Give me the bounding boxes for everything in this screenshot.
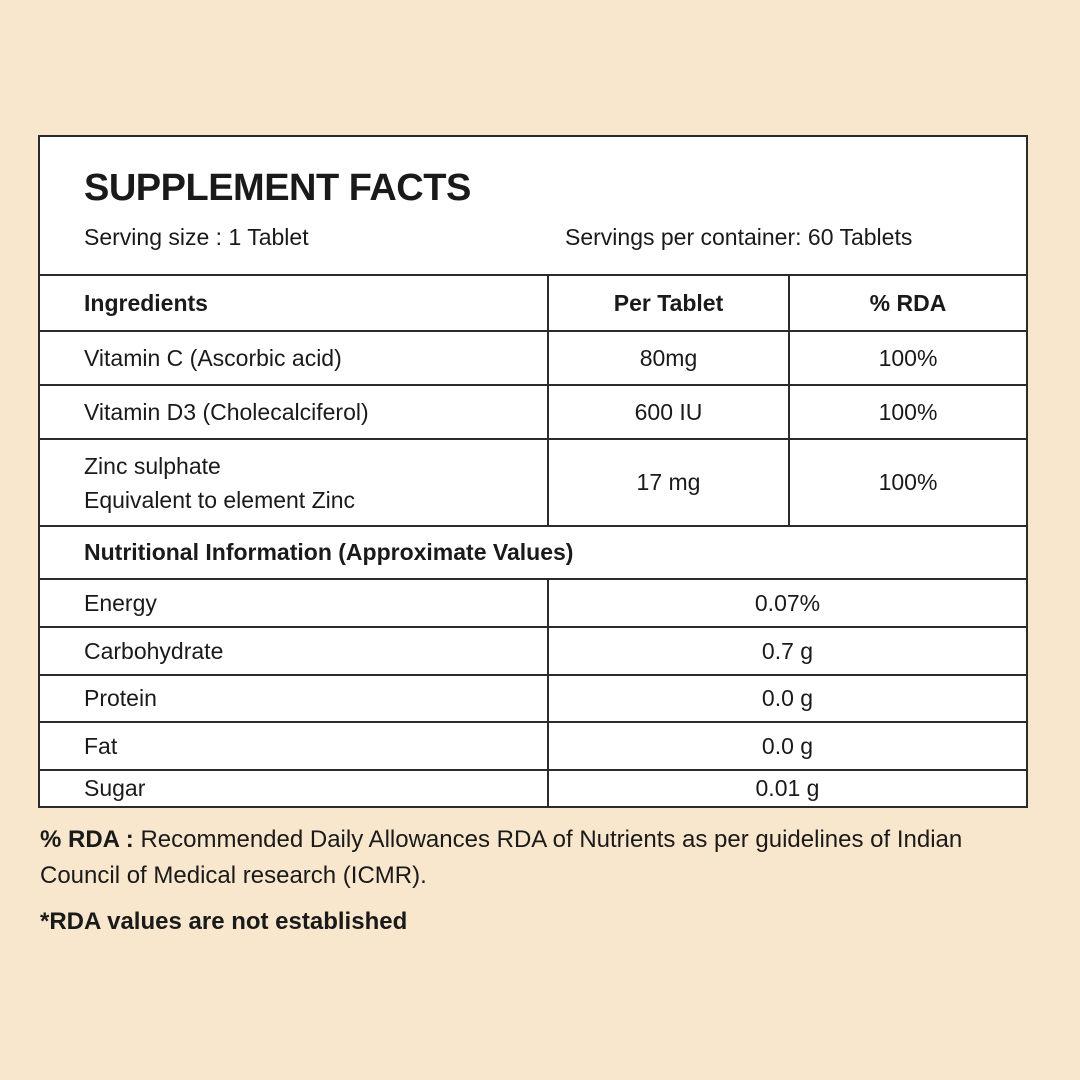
nutrient-name: Protein [84,685,157,711]
rda-footnote-label: % RDA : [40,826,134,853]
ingredient-rda: 100% [788,386,1026,438]
ingredient-name-line1: Zinc sulphate [84,452,221,479]
ingredients-header-row: Ingredients Per Tablet % RDA [40,276,1026,332]
facts-header: SUPPLEMENT FACTS Serving size : 1 Tablet… [40,137,1026,276]
table-row: Fat 0.0 g [40,723,1026,771]
table-row: Vitamin C (Ascorbic acid) 80mg 100% [40,332,1026,386]
table-row: Zinc sulphate Equivalent to element Zinc… [40,440,1026,527]
nutrient-name: Carbohydrate [84,637,224,664]
column-header-rda: % RDA [788,276,1026,330]
ingredient-per-tablet: 600 IU [547,386,788,438]
servings-per-container: Servings per container: 60 Tablets [565,224,913,250]
nutrition-heading-row: Nutritional Information (Approximate Val… [40,527,1026,580]
serving-size: Serving size : 1 Tablet [84,224,309,250]
column-header-ingredients: Ingredients [84,289,208,316]
nutrient-value: 0.0 g [547,723,1026,769]
nutrient-name: Energy [84,589,157,616]
nutrient-value: 0.01 g [547,771,1026,806]
ingredient-name: Vitamin C (Ascorbic acid) [84,344,342,371]
table-row: Energy 0.07% [40,580,1026,628]
ingredient-rda: 100% [788,440,1026,525]
rda-note: *RDA values are not established [40,908,408,935]
nutrition-heading: Nutritional Information (Approximate Val… [84,539,574,565]
rda-footnote: % RDA : Recommended Daily Allowances RDA… [40,822,1040,894]
nutrient-value: 0.7 g [547,628,1026,674]
table-row: Protein 0.0 g [40,676,1026,723]
nutrient-name: Sugar [84,775,146,801]
table-row: Vitamin D3 (Cholecalciferol) 600 IU 100% [40,386,1026,440]
supplement-facts-panel: SUPPLEMENT FACTS Serving size : 1 Tablet… [38,135,1028,808]
ingredient-name: Zinc sulphate Equivalent to element Zinc [84,440,544,525]
table-row: Carbohydrate 0.7 g [40,628,1026,676]
rda-footnote-text: Recommended Daily Allowances RDA of Nutr… [40,826,963,889]
nutrient-value: 0.07% [547,580,1026,626]
table-row: Sugar 0.01 g [40,771,1026,806]
ingredient-name: Vitamin D3 (Cholecalciferol) [84,398,369,425]
ingredient-per-tablet: 17 mg [547,440,788,525]
ingredient-rda: 100% [788,332,1026,384]
nutrient-name: Fat [84,732,118,759]
ingredient-name-line2: Equivalent to element Zinc [84,486,356,513]
page-title: SUPPLEMENT FACTS [84,167,471,209]
column-header-per-tablet: Per Tablet [547,276,788,330]
ingredient-per-tablet: 80mg [547,332,788,384]
nutrient-value: 0.0 g [547,676,1026,721]
